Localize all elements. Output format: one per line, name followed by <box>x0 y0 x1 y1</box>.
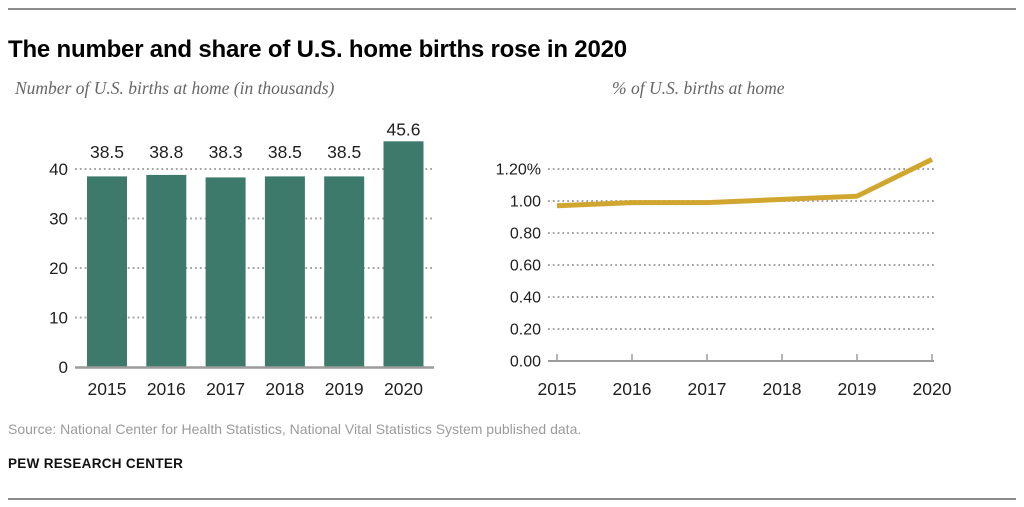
line-y-tick-label: 1.00 <box>510 194 541 211</box>
bar-chart-subtitle: Number of U.S. births at home (in thousa… <box>15 78 335 98</box>
line-chart-subtitle: % of U.S. births at home <box>612 78 785 98</box>
top-rule <box>8 8 1016 10</box>
bar-2017 <box>205 177 246 367</box>
bar-value-label: 45.6 <box>386 119 420 139</box>
bar-y-tick-label: 10 <box>49 309 68 328</box>
line-x-tick-label: 2018 <box>763 379 802 399</box>
line-y-tick-label: 0.00 <box>510 354 541 371</box>
bar-value-label: 38.5 <box>90 142 124 162</box>
bar-value-label: 38.8 <box>149 142 183 162</box>
bar-2020 <box>383 141 424 367</box>
bottom-rule <box>8 498 1016 500</box>
bar-x-tick-label: 2016 <box>147 379 186 399</box>
bar-value-label: 38.5 <box>268 142 302 162</box>
source-note: Source: National Center for Health Stati… <box>8 421 582 437</box>
trend-line <box>556 157 934 209</box>
bar-y-tick-label: 0 <box>59 358 68 377</box>
bar-2015 <box>87 176 127 367</box>
line-x-tick-label: 2017 <box>688 379 727 399</box>
line-x-tick-label: 2019 <box>838 379 877 399</box>
bar-value-label: 38.3 <box>209 142 243 162</box>
bar-2016 <box>146 174 187 367</box>
line-x-tick-label: 2016 <box>613 379 652 399</box>
line-y-tick-label: 0.40 <box>510 290 541 307</box>
line-x-tick-label: 2015 <box>538 379 577 399</box>
bar-x-tick-label: 2015 <box>88 379 127 399</box>
bar-x-tick-label: 2020 <box>384 379 423 399</box>
line-y-tick-label: 1.20% <box>496 162 541 179</box>
bar-x-tick-label: 2017 <box>206 379 245 399</box>
bar-y-tick-label: 30 <box>49 210 68 229</box>
brand-footer: PEW RESEARCH CENTER <box>8 456 184 471</box>
chart-title: The number and share of U.S. home births… <box>8 36 627 64</box>
bar-2018 <box>264 176 305 367</box>
bar-y-tick-label: 20 <box>49 259 68 278</box>
bar-2019 <box>324 176 365 367</box>
bar-value-label: 38.5 <box>327 142 361 162</box>
bar-x-tick-label: 2019 <box>325 379 364 399</box>
line-y-tick-label: 0.20 <box>510 322 541 339</box>
bar-y-tick-label: 40 <box>49 160 68 179</box>
line-x-tick-label: 2020 <box>913 379 952 399</box>
line-y-tick-label: 0.60 <box>510 258 541 275</box>
bar-x-tick-label: 2018 <box>265 379 304 399</box>
line-y-tick-label: 0.80 <box>510 226 541 243</box>
